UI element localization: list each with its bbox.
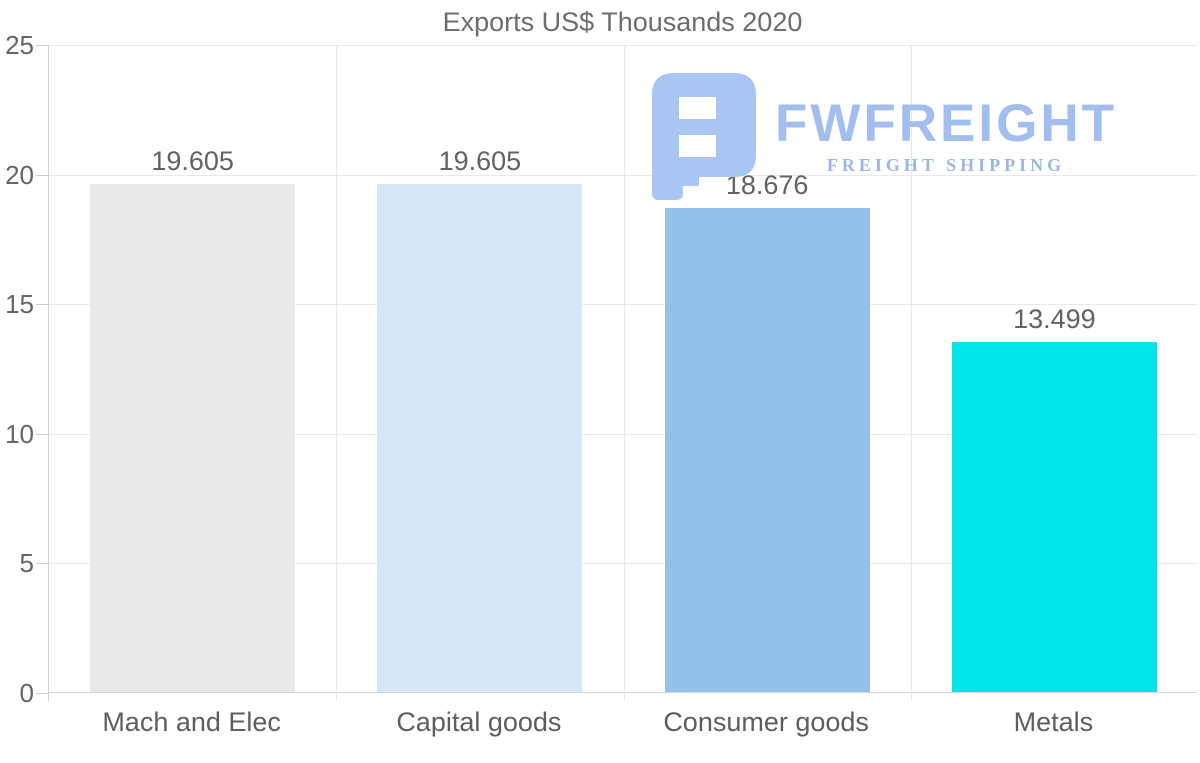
bar-value-label: 19.605 (151, 145, 234, 176)
bar-capital-goods (377, 183, 583, 692)
gridline-x-3 (911, 45, 912, 701)
logo-tagline-text: FREIGHT SHIPPING (826, 155, 1066, 175)
y-axis-tail (48, 692, 49, 701)
bar-group-0: 19.605 (90, 44, 296, 692)
logo-brand-text: FWFREIGHT (775, 94, 1117, 153)
gridline-x-2 (624, 45, 625, 701)
bar-group-1: 19.605 (377, 44, 583, 692)
y-tick-mark-15 (36, 304, 48, 306)
bar-consumer-goods (664, 207, 870, 692)
watermark-logo: FWFREIGHT FREIGHT SHIPPING (652, 68, 1152, 200)
y-tick-label-15: 15 (5, 289, 34, 320)
y-tick-label-5: 5 (19, 548, 34, 579)
x-tick-label-mach-and-elec: Mach and Elec (102, 707, 281, 737)
bar-metals (951, 342, 1157, 692)
y-tick-mark-0 (36, 693, 48, 694)
y-tick-mark-10 (36, 433, 48, 435)
bar-value-label: 19.605 (438, 145, 522, 176)
y-tick-label-20: 20 (5, 159, 34, 190)
logo-text-block: FWFREIGHT FREIGHT SHIPPING (775, 96, 1117, 176)
chart-title: Exports US$ Thousands 2020 (442, 7, 803, 37)
y-tick-label-10: 10 (5, 418, 34, 449)
x-tick-label-consumer-goods: Consumer goods (663, 707, 869, 737)
y-tick-label-25: 25 (5, 30, 34, 60)
gridline-x-1 (336, 45, 337, 701)
bar-mach-and-elec (90, 183, 296, 692)
gridline-y-10 (49, 433, 1197, 435)
bar-group-3: 13.499 (951, 44, 1157, 692)
bar-value-label: 13.499 (1013, 304, 1096, 335)
bar-group-2: 18.676 (664, 44, 870, 692)
gridline-y-5 (49, 563, 1197, 565)
y-tick-mark-20 (36, 174, 48, 176)
gridline-y-15 (49, 304, 1197, 306)
plot-area: 19.605 19.605 18.676 13.499 (48, 44, 1197, 701)
y-tick-label-0: 0 (19, 678, 34, 708)
x-tick-label-metals: Metals (1013, 707, 1094, 737)
y-tick-mark-5 (36, 563, 48, 565)
gridline-y-25 (49, 45, 1197, 46)
fwfreight-logo-icon (652, 73, 756, 200)
x-tick-label-capital-goods: Capital goods (396, 707, 562, 737)
gridline-y-20 (49, 174, 1197, 176)
y-tick-mark-25 (36, 45, 48, 46)
